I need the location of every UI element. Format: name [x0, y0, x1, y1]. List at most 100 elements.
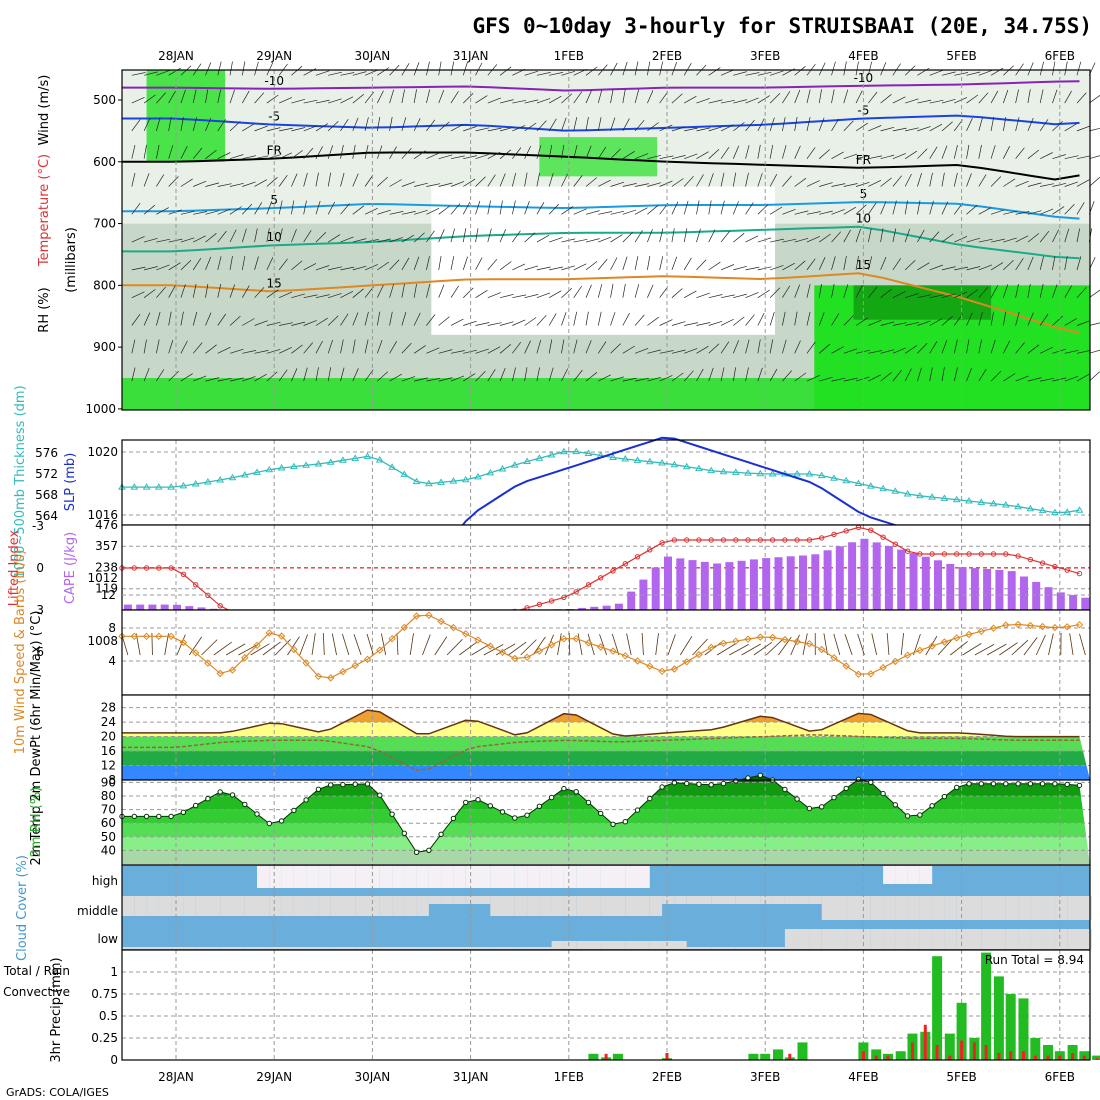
rh-band — [122, 836, 1090, 851]
wind-speed-marker — [253, 641, 261, 650]
wind-barb — [692, 638, 708, 656]
wind-speed-marker — [339, 667, 347, 676]
rh-marker — [512, 815, 518, 821]
wind-barb — [315, 265, 330, 271]
wind-barb — [414, 209, 428, 215]
wind-barb — [499, 321, 514, 326]
cloud-cell-middle — [981, 896, 994, 920]
wind-barb — [229, 256, 233, 270]
cape-bar — [173, 604, 181, 610]
thickness-marker — [449, 477, 458, 484]
contour-label: 15 — [856, 258, 871, 272]
wind-barb — [254, 228, 258, 243]
top-date-label: 3FEB — [750, 49, 780, 63]
wind-barb — [364, 207, 378, 215]
wind-barb — [450, 228, 455, 243]
wind-barb — [978, 339, 982, 354]
precip-convective-bar — [911, 1042, 914, 1060]
wind-barb — [880, 126, 895, 132]
wind-barb — [720, 69, 735, 76]
wind-barb — [315, 70, 330, 76]
cape-tick-label: 476 — [95, 518, 118, 532]
cloud-cell-low — [502, 947, 515, 949]
wind-barb — [671, 126, 686, 132]
wind-barb — [413, 232, 425, 243]
y-tick-label: 50 — [101, 830, 116, 844]
cape-bar — [688, 560, 697, 610]
wind-barb — [291, 127, 306, 132]
thickness-marker — [731, 468, 740, 475]
thickness-marker — [253, 468, 261, 475]
rh-shade-green — [122, 378, 1090, 410]
wind-barb — [450, 285, 459, 298]
wind-barb — [229, 315, 241, 326]
cloud-cell-middle — [772, 896, 785, 904]
wind-barb — [587, 633, 595, 656]
wind-barb — [573, 238, 588, 243]
wind-barb — [192, 89, 197, 104]
y-tick-label: 900 — [93, 340, 116, 354]
wind-barb — [647, 376, 661, 382]
rh-marker — [217, 789, 223, 795]
cloud-cell-high — [588, 866, 601, 888]
wind-speed-marker — [830, 653, 838, 662]
wind-barb — [573, 339, 578, 354]
wind-barb — [745, 266, 760, 271]
wind-barb — [262, 641, 281, 656]
wind-barb — [278, 228, 283, 243]
wind-barb — [892, 127, 907, 132]
cloud-cell-high — [907, 866, 920, 884]
wind-barb — [610, 210, 625, 215]
wind-barb — [990, 311, 994, 326]
wind-barb — [266, 127, 281, 132]
wind-barb — [192, 117, 198, 131]
wind-barb — [499, 173, 506, 187]
bottom-date-label: 6FEB — [1045, 1070, 1075, 1084]
wind-barb — [708, 320, 723, 326]
wind-barb — [327, 339, 333, 354]
cape-bar — [958, 567, 967, 610]
cape-bar — [590, 606, 599, 610]
wind-barb — [683, 200, 689, 215]
thickness-marker — [965, 497, 973, 504]
wind-barb — [1089, 177, 1100, 187]
li-marker — [647, 547, 653, 553]
rh-marker — [585, 799, 592, 806]
cloud-cell-middle — [698, 896, 712, 904]
wind-barb — [217, 313, 226, 326]
wind-barb — [880, 177, 892, 187]
wind-barb — [254, 202, 263, 215]
wind-speed-marker — [891, 657, 900, 666]
wind-barb — [610, 312, 616, 326]
wind-speed-marker — [449, 623, 458, 632]
cloud-cell-low — [649, 941, 663, 949]
wind-barb — [180, 178, 193, 187]
wind-barb — [782, 175, 792, 187]
wind-barb — [782, 339, 787, 354]
wind-barb — [585, 261, 598, 271]
wind-barb — [168, 238, 183, 243]
cloud-cell-low — [527, 947, 540, 949]
wind-barb — [377, 238, 391, 243]
wind-barb — [818, 89, 822, 104]
wind-barb — [990, 339, 996, 354]
wind-barb — [1039, 119, 1049, 132]
rh-marker — [708, 782, 714, 788]
wind-barb — [561, 339, 565, 354]
wind-barb — [1015, 235, 1029, 243]
wind-barb — [1076, 228, 1081, 243]
cloud-cell-low — [797, 929, 810, 949]
cape-bar — [872, 542, 881, 610]
wind-barb — [508, 641, 527, 656]
wind-barb — [708, 67, 721, 76]
precip-total-bar — [773, 1049, 783, 1060]
thickness-marker — [191, 480, 200, 487]
wind-barb — [765, 639, 783, 656]
wind-barb — [1027, 312, 1034, 326]
cloud-cell-low — [956, 929, 969, 949]
cloud-cell-middle — [662, 896, 675, 904]
wind-speed-marker — [670, 665, 679, 673]
cloud-cell-middle — [883, 896, 896, 920]
wind-barb — [462, 256, 468, 271]
wind-barb — [978, 238, 993, 243]
